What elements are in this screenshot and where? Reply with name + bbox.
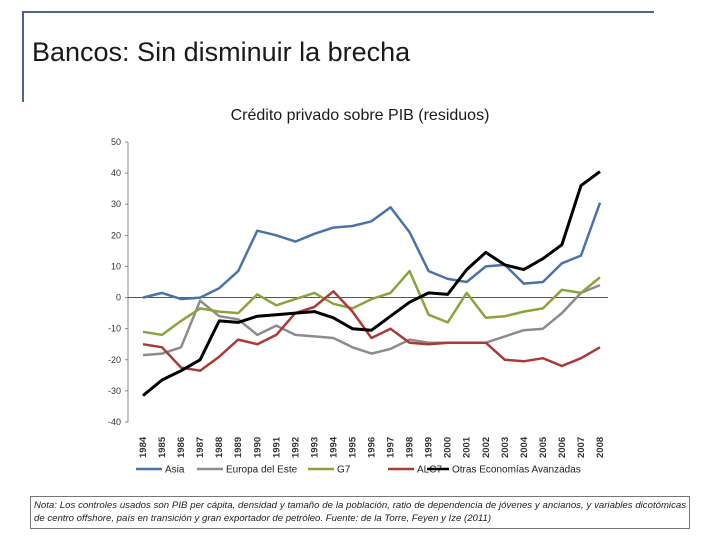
x-tick-label: 1993 [309,437,320,458]
x-tick-label: 2008 [595,437,606,458]
series-line-otras [142,170,601,397]
x-tick-label: 1995 [347,436,358,458]
y-tick-label: -30 [108,386,121,396]
series-line-alc7 [142,290,601,372]
x-tick-label: 1999 [424,437,435,458]
slide-title: Bancos: Sin disminuir la brecha [32,37,411,67]
x-tick-label: 1991 [271,436,282,458]
x-tick-label: 2004 [519,436,530,458]
title-frame-top-rule [22,11,654,13]
x-tick-label: 1985 [157,436,168,458]
x-tick-label: 1996 [367,437,378,458]
legend-label-otras: Otras Economías Avanzadas [452,465,581,476]
x-tick-label: 1992 [290,437,301,458]
legend-label-g7: G7 [337,465,351,476]
y-tick-label: -10 [108,324,121,334]
x-tick-label: 1994 [328,436,339,458]
title-frame-left-rule [22,11,24,102]
x-tick-label: 2003 [500,437,511,458]
x-tick-label: 1997 [386,437,397,458]
x-tick-label: 2002 [481,437,492,458]
y-tick-label: -40 [108,417,121,427]
y-tick-label: 50 [111,137,121,147]
y-tick-label: 20 [111,230,121,240]
x-tick-label: 1984 [138,436,149,458]
x-tick-label: 1990 [252,437,263,458]
y-tick-label: 30 [111,199,121,209]
y-tick-label: 10 [111,261,121,271]
series-line-europa [142,283,601,357]
x-tick-label: 2006 [557,437,568,458]
x-tick-label: 1987 [195,437,206,458]
x-tick-label: 1986 [176,437,187,458]
x-tick-label: 2007 [576,437,587,458]
x-tick-label: 2005 [538,436,549,458]
chart-title: Crédito privado sobre PIB (residuos) [230,107,490,124]
series-line-g7 [142,269,601,337]
legend-label-europa: Europa del Este [226,465,298,476]
x-tick-label: 2000 [443,437,454,458]
x-tick-label: 1989 [233,437,244,458]
x-tick-label: 1998 [405,437,416,458]
line-chart: 50 40 30 20 10 0 -10 -20 -30 -40 1984 1985 1986 1987 1… [108,137,608,476]
y-tick-label: 40 [111,168,121,178]
x-tick-label: 2001 [462,436,473,458]
legend-label-asia: Asia [165,465,185,476]
y-tick-label: -20 [108,355,121,365]
footnote: Nota: Los controles usados son PIB per c… [30,496,690,529]
y-tick-label: 0 [116,293,121,303]
series-line-asia [142,202,602,301]
x-tick-label: 1988 [214,437,225,458]
